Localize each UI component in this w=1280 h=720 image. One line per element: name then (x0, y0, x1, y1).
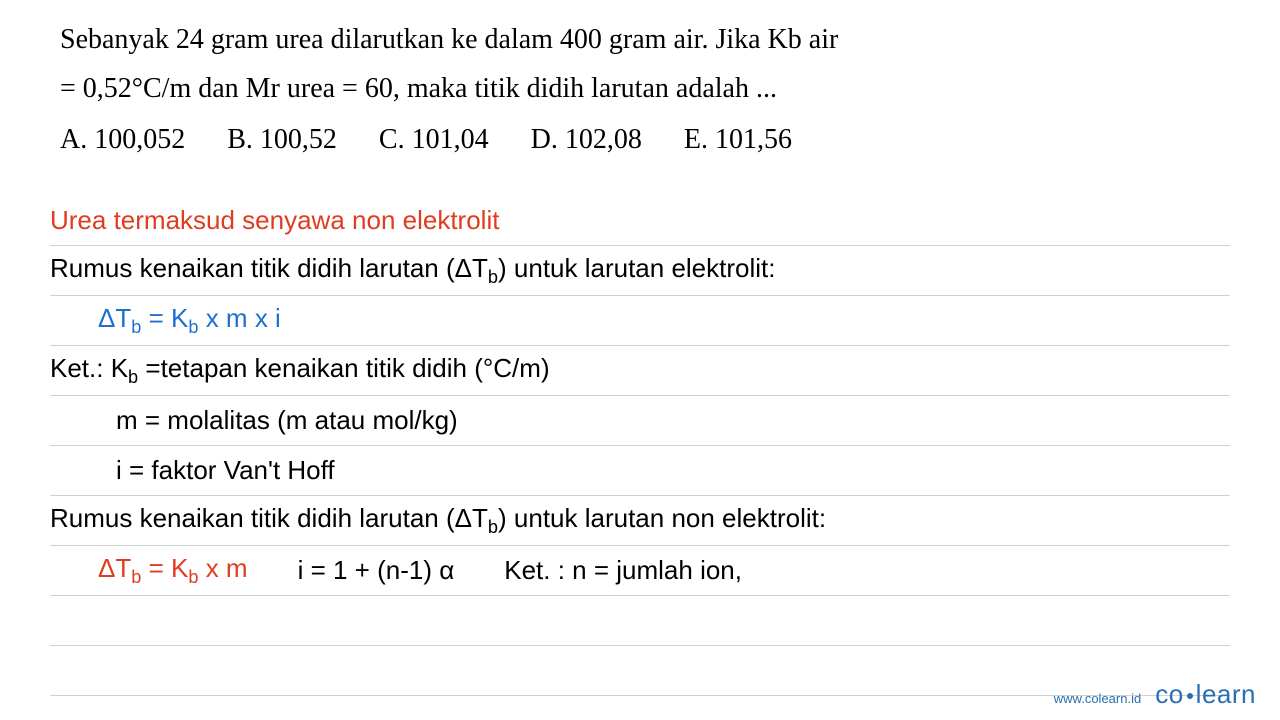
footer-brand: www.colearn.id colearn (1054, 679, 1256, 710)
question-line-2: = 0,52°C/m dan Mr urea = 60, maka titik … (60, 67, 1220, 112)
question-block: Sebanyak 24 gram urea dilarutkan ke dala… (0, 0, 1280, 172)
formula-delta-tb-electrolyte: ΔTb = Kb x m x i (98, 303, 281, 338)
note-ket-kb: Ket.: Kb =tetapan kenaikan titik didih (… (50, 353, 550, 388)
note-row-9-empty (50, 596, 1230, 646)
note-row-8: ΔTb = Kb x m i = 1 + (n-1) α Ket. : n = … (50, 546, 1230, 596)
note-formula-intro-electrolyte: Rumus kenaikan titik didih larutan (ΔTb)… (50, 253, 775, 288)
note-urea-nonelectrolyte: Urea termaksud senyawa non elektrolit (50, 205, 499, 236)
note-ket-n: Ket. : n = jumlah ion, (504, 555, 742, 586)
options-row: A. 100,052 B. 100,52 C. 101,04 D. 102,08… (60, 118, 1220, 163)
note-row-1: Urea termaksud senyawa non elektrolit (50, 196, 1230, 246)
note-row-7: Rumus kenaikan titik didih larutan (ΔTb)… (50, 496, 1230, 546)
dot-icon (1187, 693, 1193, 699)
note-row-6: i = faktor Van't Hoff (50, 446, 1230, 496)
option-a: A. 100,052 (60, 118, 185, 163)
notebook-area: Urea termaksud senyawa non elektrolit Ru… (0, 196, 1280, 696)
note-ket-i: i = faktor Van't Hoff (116, 455, 335, 486)
formula-delta-tb-nonelectrolyte: ΔTb = Kb x m (98, 553, 248, 588)
note-row-2: Rumus kenaikan titik didih larutan (ΔTb)… (50, 246, 1230, 296)
note-ket-m: m = molalitas (m atau mol/kg) (116, 405, 458, 436)
footer-logo: colearn (1155, 679, 1256, 710)
option-c: C. 101,04 (379, 118, 489, 163)
footer-url: www.colearn.id (1054, 691, 1141, 706)
option-d: D. 102,08 (531, 118, 642, 163)
question-line-1: Sebanyak 24 gram urea dilarutkan ke dala… (60, 18, 1220, 63)
note-row-4: Ket.: Kb =tetapan kenaikan titik didih (… (50, 346, 1230, 396)
option-b: B. 100,52 (227, 118, 337, 163)
note-row-5: m = molalitas (m atau mol/kg) (50, 396, 1230, 446)
option-e: E. 101,56 (684, 118, 792, 163)
note-formula-intro-nonelectrolyte: Rumus kenaikan titik didih larutan (ΔTb)… (50, 503, 826, 538)
formula-vant-hoff: i = 1 + (n-1) α (298, 555, 455, 586)
note-row-3: ΔTb = Kb x m x i (50, 296, 1230, 346)
